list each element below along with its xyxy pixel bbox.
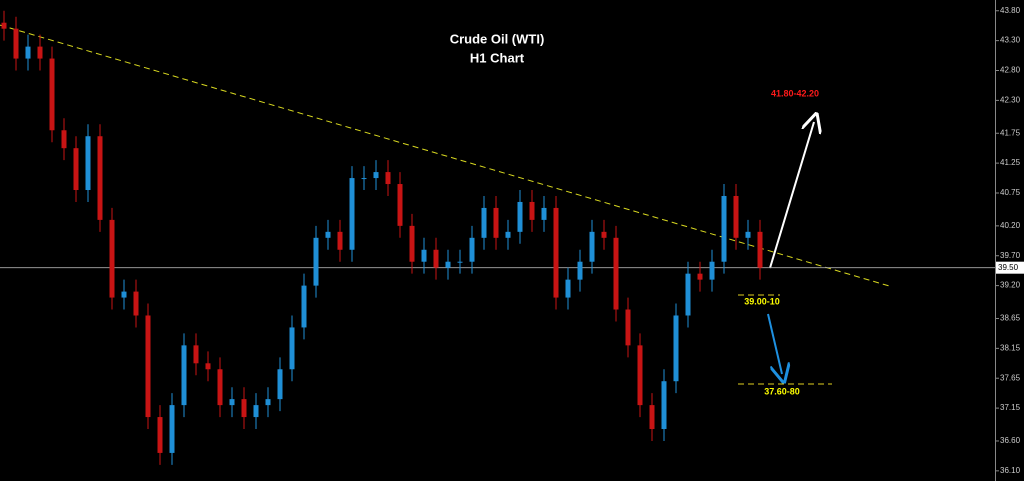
y-tick-label: 41.75 xyxy=(1000,128,1021,137)
candle-body xyxy=(361,178,367,180)
candle-body xyxy=(313,237,319,286)
candle-body xyxy=(697,273,703,280)
y-tick-label: 43.80 xyxy=(1000,6,1021,15)
candle-body xyxy=(385,172,391,185)
candle-body xyxy=(421,249,427,262)
candle-body xyxy=(373,172,379,179)
candle-body xyxy=(169,405,175,453)
candle-body xyxy=(301,285,307,328)
candle-body xyxy=(85,136,91,191)
candle-body xyxy=(97,136,103,220)
candle-body xyxy=(109,219,115,298)
y-tick-label: 38.65 xyxy=(1000,314,1021,323)
candle-body xyxy=(37,46,43,59)
y-tick-label: 42.80 xyxy=(1000,66,1021,75)
y-tick-label: 40.20 xyxy=(1000,221,1021,230)
candle-body xyxy=(397,184,403,226)
y-tick-label: 41.25 xyxy=(1000,158,1021,167)
candle-body xyxy=(661,381,667,430)
candle-body xyxy=(229,399,235,406)
y-tick-label: 42.30 xyxy=(1000,95,1021,104)
candle-body xyxy=(13,28,19,59)
candle-body xyxy=(625,309,631,346)
chart-subtitle: H1 Chart xyxy=(470,50,525,65)
y-tick-label: 36.60 xyxy=(1000,436,1021,445)
candle-body xyxy=(469,237,475,262)
candle-body xyxy=(277,369,283,400)
candle-body xyxy=(757,231,763,268)
candle-body xyxy=(733,195,739,238)
candle-body xyxy=(589,231,595,262)
candle-body xyxy=(25,46,31,59)
candle-body xyxy=(433,249,439,268)
candle-body xyxy=(517,201,523,232)
candle-body xyxy=(121,291,127,298)
candle-body xyxy=(157,417,163,453)
annotation: 37.60-80 xyxy=(764,386,800,396)
candle-body xyxy=(721,195,727,262)
candle-body xyxy=(289,327,295,370)
last-price-label: 39.50 xyxy=(998,263,1019,272)
candle-body xyxy=(61,130,67,149)
candle-body xyxy=(601,231,607,238)
y-tick-label: 37.15 xyxy=(1000,403,1021,412)
candle-body xyxy=(553,207,559,298)
candle-body xyxy=(481,207,487,238)
candle-body xyxy=(613,237,619,310)
arrow-down xyxy=(767,313,782,374)
candle-body xyxy=(673,315,679,382)
y-tick-label: 36.10 xyxy=(1000,466,1021,475)
candle-body xyxy=(709,261,715,280)
candle-body xyxy=(577,261,583,280)
y-tick-label: 38.15 xyxy=(1000,343,1021,352)
candle-body xyxy=(445,261,451,268)
candle-body xyxy=(409,225,415,262)
candle-body xyxy=(529,201,535,220)
candle-body xyxy=(457,261,463,263)
candle-body xyxy=(49,58,55,131)
trendline xyxy=(0,24,891,287)
last-price-box xyxy=(996,261,1024,274)
candle-body xyxy=(565,279,571,298)
candle-body xyxy=(133,291,139,316)
y-tick-label: 39.70 xyxy=(1000,251,1021,260)
annotation: 39.00-10 xyxy=(744,296,780,306)
y-tick-label: 40.75 xyxy=(1000,188,1021,197)
candle-body xyxy=(205,363,211,370)
annotation: 41.80-42.20 xyxy=(771,88,819,98)
y-tick-label: 43.30 xyxy=(1000,36,1021,45)
candle-body xyxy=(745,231,751,238)
candle-body xyxy=(337,231,343,250)
candle-body xyxy=(145,315,151,418)
y-tick-label: 37.65 xyxy=(1000,373,1021,382)
candle-body xyxy=(649,405,655,430)
candle-body xyxy=(505,231,511,238)
arrow-up xyxy=(769,122,814,269)
candle-body xyxy=(181,345,187,406)
y-tick-label: 39.20 xyxy=(1000,281,1021,290)
candle-body xyxy=(193,345,199,364)
chart-title: Crude Oil (WTI) xyxy=(450,31,545,46)
candle-body xyxy=(73,148,79,191)
candle-body xyxy=(349,178,355,250)
candle-body xyxy=(241,399,247,418)
candle-body xyxy=(493,207,499,238)
candle-body xyxy=(637,345,643,406)
candle-body xyxy=(217,369,223,406)
candle-body xyxy=(325,231,331,238)
candle-body xyxy=(265,399,271,406)
candle-body xyxy=(541,207,547,220)
candle-body xyxy=(685,273,691,316)
candle-body xyxy=(253,405,259,418)
candle-body xyxy=(1,22,7,29)
